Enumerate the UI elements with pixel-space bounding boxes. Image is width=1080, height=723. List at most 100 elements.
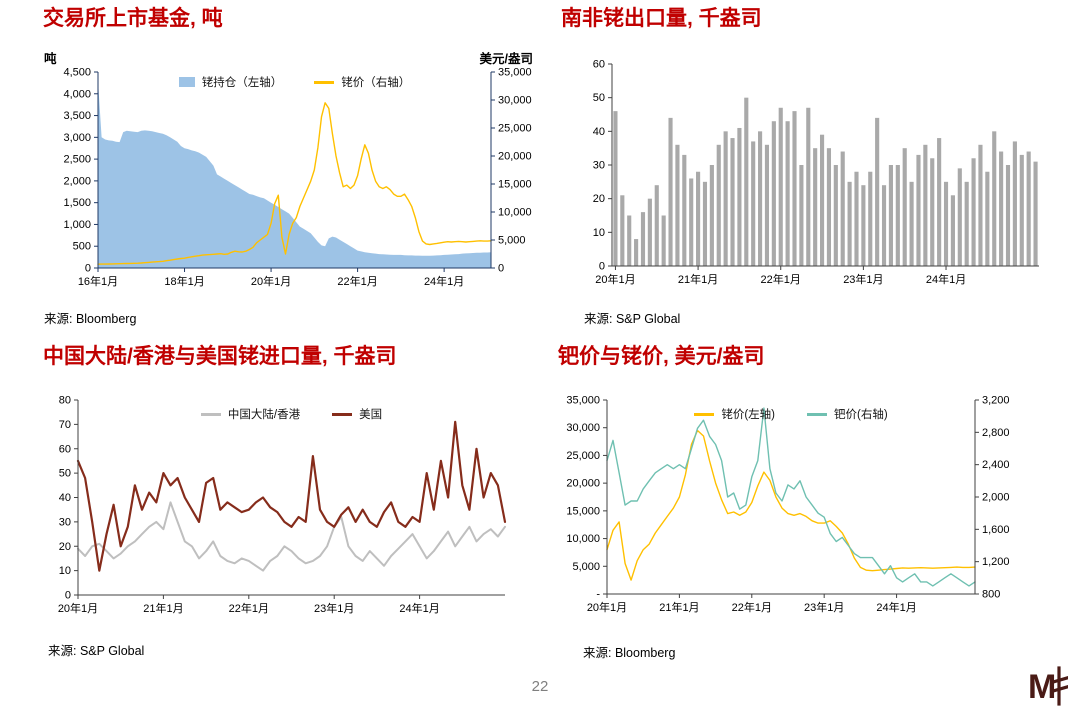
svg-text:1,600: 1,600 xyxy=(982,524,1010,536)
svg-text:4,500: 4,500 xyxy=(63,67,91,79)
chart-title-imports: 中国大陆/香港与美国铑进口量, 千盎司 xyxy=(43,345,397,368)
svg-text:2,400: 2,400 xyxy=(982,459,1010,471)
svg-text:M: M xyxy=(1028,668,1056,706)
svg-text:0: 0 xyxy=(65,590,71,602)
svg-text:3,000: 3,000 xyxy=(63,132,91,144)
svg-text:3,500: 3,500 xyxy=(63,110,91,122)
svg-text:20,000: 20,000 xyxy=(498,151,532,163)
page-number: 22 xyxy=(531,678,549,695)
svg-text:30,000: 30,000 xyxy=(566,422,600,434)
svg-text:23年1月: 23年1月 xyxy=(804,600,844,614)
chart-svg: 0 500 1,000 1,500 2,000 2,500 3,000 3,500 4,000 4… xyxy=(63,67,532,289)
etf-chart-legend: 铑持仓（左轴） 铑价（右轴） xyxy=(98,74,491,90)
legend-label: 钯价(右轴) xyxy=(834,409,888,421)
source-note-sa: 来源: S&P Global xyxy=(584,312,681,326)
svg-text:30,000: 30,000 xyxy=(498,95,532,107)
svg-text:30: 30 xyxy=(59,516,71,528)
panel-imports: 中国大陆/香港与美国铑进口量, 千盎司 中国大陆/香港 美国 0 10 20 30 40 5… xyxy=(30,340,535,675)
svg-text:60: 60 xyxy=(59,443,71,455)
svg-text:35,000: 35,000 xyxy=(566,395,600,407)
svg-text:2,000: 2,000 xyxy=(982,492,1010,504)
svg-text:22年1月: 22年1月 xyxy=(229,601,269,615)
svg-text:18年1月: 18年1月 xyxy=(164,274,204,288)
svg-text:2,800: 2,800 xyxy=(982,427,1010,439)
svg-text:4,000: 4,000 xyxy=(63,88,91,100)
svg-text:16年1月: 16年1月 xyxy=(78,274,118,288)
prices-chart: 铑价(左轴) 钯价(右轴) - 5,000 10,000 15,000 20,000 25,… xyxy=(545,386,1070,631)
svg-text:15,000: 15,000 xyxy=(498,179,532,191)
imports-chart: 中国大陆/香港 美国 0 10 20 30 40 50 60 70 80 20年1月 21年1月 22年… xyxy=(30,386,535,631)
svg-text:500: 500 xyxy=(73,241,91,253)
legend-item: 铑持仓（左轴） xyxy=(178,74,283,90)
svg-text:1,000: 1,000 xyxy=(63,219,91,231)
chart-title-prices: 钯价与铑价, 美元/盎司 xyxy=(558,345,765,368)
legend-item: 钯价(右轴) xyxy=(807,406,888,422)
svg-text:40: 40 xyxy=(59,492,71,504)
svg-text:24年1月: 24年1月 xyxy=(399,601,439,615)
chart-title-sa-exports: 南非铑出口量, 千盎司 xyxy=(561,7,762,30)
legend-item: 铑价（右轴） xyxy=(314,74,410,90)
svg-text:2,500: 2,500 xyxy=(63,154,91,166)
etf-chart: 吨 美元/盎司 铑持仓（左轴） 铑价（右轴） 0 500 1,000 1,500 2,00… xyxy=(30,50,535,295)
panel-sa-exports: 南非铑出口量, 千盎司 0 10 20 30 40 50 60 20年1月 21年1月 22年1月… xyxy=(548,2,1060,337)
svg-text:24年1月: 24年1月 xyxy=(424,274,464,288)
svg-text:22年1月: 22年1月 xyxy=(337,274,377,288)
prices-chart-legend: 铑价(左轴) 钯价(右轴) xyxy=(607,406,975,422)
chart-svg: 0 10 20 30 40 50 60 20年1月 21年1月 22年1月 23年1月 24年1月 xyxy=(593,59,1039,286)
svg-text:60: 60 xyxy=(593,59,605,71)
svg-text:-: - xyxy=(596,589,600,601)
mf-logo: M xyxy=(1028,660,1069,715)
svg-text:21年1月: 21年1月 xyxy=(678,272,718,286)
source-note-imports: 来源: S&P Global xyxy=(48,644,145,658)
svg-text:15,000: 15,000 xyxy=(566,505,600,517)
svg-text:25,000: 25,000 xyxy=(566,450,600,462)
chart-title-etf: 交易所上市基金, 吨 xyxy=(43,7,223,30)
svg-text:20年1月: 20年1月 xyxy=(587,600,627,614)
imports-chart-legend: 中国大陆/香港 美国 xyxy=(78,406,505,422)
source-note-prices: 来源: Bloomberg xyxy=(583,646,676,660)
svg-text:5,000: 5,000 xyxy=(572,561,600,573)
svg-text:22年1月: 22年1月 xyxy=(732,600,772,614)
left-axis-unit-label: 吨 xyxy=(44,52,57,66)
legend-item: 铑价(左轴) xyxy=(694,406,775,422)
svg-text:20年1月: 20年1月 xyxy=(58,601,98,615)
legend-label: 铑价(左轴) xyxy=(721,409,775,421)
svg-text:80: 80 xyxy=(59,395,71,407)
mf-logo-icon: M xyxy=(1028,666,1069,706)
imports-chart-canvas: 0 10 20 30 40 50 60 70 80 20年1月 21年1月 22年1月 23年1月 24年… xyxy=(30,386,535,631)
svg-text:3,200: 3,200 xyxy=(982,395,1010,407)
svg-text:24年1月: 24年1月 xyxy=(926,272,966,286)
legend-label: 美国 xyxy=(359,409,383,421)
svg-text:20,000: 20,000 xyxy=(566,478,600,490)
legend-label: 铑价（右轴） xyxy=(341,77,411,89)
legend-label: 铑持仓（左轴） xyxy=(201,77,283,89)
legend-item: 中国大陆/香港 xyxy=(200,406,301,422)
svg-text:10,000: 10,000 xyxy=(566,533,600,545)
sa-exports-chart-canvas: 0 10 20 30 40 50 60 20年1月 21年1月 22年1月 23年1月 24年1月 xyxy=(548,50,1060,295)
svg-text:20年1月: 20年1月 xyxy=(251,274,291,288)
svg-text:1,200: 1,200 xyxy=(982,556,1010,568)
svg-text:5,000: 5,000 xyxy=(498,235,526,247)
chart-svg: 0 10 20 30 40 50 60 70 80 20年1月 21年1月 22年1月 23年1月 24年… xyxy=(58,395,507,615)
legend-swatch xyxy=(178,77,195,87)
legend-swatch xyxy=(332,412,353,416)
svg-text:20年1月: 20年1月 xyxy=(595,272,635,286)
svg-text:30: 30 xyxy=(593,160,605,172)
svg-text:24年1月: 24年1月 xyxy=(876,600,916,614)
right-axis-unit-label: 美元/盎司 xyxy=(479,52,533,66)
svg-text:35,000: 35,000 xyxy=(498,67,532,79)
svg-text:25,000: 25,000 xyxy=(498,123,532,135)
svg-text:22年1月: 22年1月 xyxy=(761,272,801,286)
legend-swatch xyxy=(200,412,221,416)
svg-text:0: 0 xyxy=(498,263,504,275)
sa-exports-chart: 0 10 20 30 40 50 60 20年1月 21年1月 22年1月 23年1月 24年1月 xyxy=(548,50,1060,295)
svg-text:20: 20 xyxy=(593,193,605,205)
svg-text:40: 40 xyxy=(593,126,605,138)
svg-text:50: 50 xyxy=(59,468,71,480)
legend-swatch xyxy=(694,412,715,416)
legend-label: 中国大陆/香港 xyxy=(227,409,301,421)
legend-swatch xyxy=(314,80,335,84)
source-note-etf: 来源: Bloomberg xyxy=(44,312,137,326)
svg-text:50: 50 xyxy=(593,92,605,104)
